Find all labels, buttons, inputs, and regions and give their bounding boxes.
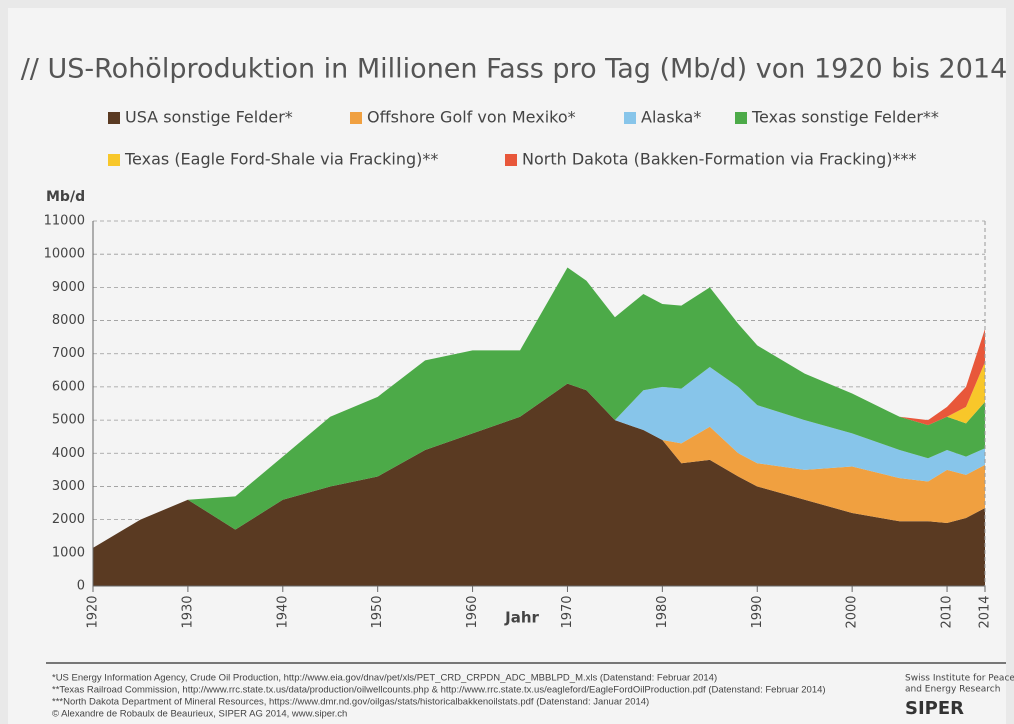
y-tick-label: 7000 <box>52 346 85 361</box>
footnote: ***North Dakota Department of Mineral Re… <box>52 697 649 708</box>
x-tick-label: 1950 <box>370 595 385 628</box>
legend-swatch <box>108 112 120 124</box>
footnote: *US Energy Information Agency, Crude Oil… <box>52 673 717 684</box>
x-tick-label: 2010 <box>940 595 955 628</box>
org-name: Swiss Institute for Peace <box>905 674 1014 684</box>
legend-swatch <box>108 154 120 166</box>
x-tick-label: 1990 <box>750 595 765 628</box>
y-tick-label: 6000 <box>52 379 85 394</box>
y-tick-label: 5000 <box>52 413 85 428</box>
legend-label: Texas (Eagle Ford-Shale via Fracking)** <box>124 150 438 169</box>
y-axis-label: Mb/d <box>46 189 85 205</box>
legend-label: Alaska* <box>641 108 701 127</box>
y-tick-label: 2000 <box>52 512 85 527</box>
x-tick-label: 1940 <box>275 595 290 628</box>
logo: SIPER <box>905 698 964 719</box>
chart-title: // US-Rohölproduktion in Millionen Fass … <box>21 54 1008 85</box>
legend-label: Offshore Golf von Mexiko* <box>367 108 576 127</box>
legend-label: Texas sonstige Felder** <box>751 108 939 127</box>
legend-swatch <box>624 112 636 124</box>
area <box>93 267 985 548</box>
x-tick-label: 2014 <box>978 595 993 628</box>
org-name: and Energy Research <box>905 685 1000 695</box>
y-tick-label: 8000 <box>52 313 85 328</box>
footnote: **Texas Railroad Commission, http://www.… <box>52 685 826 696</box>
area <box>93 383 985 586</box>
y-tick-label: 10000 <box>44 247 85 262</box>
x-tick-label: 1970 <box>560 595 575 628</box>
x-tick-label: 2000 <box>845 595 860 628</box>
legend-swatch <box>505 154 517 166</box>
legend-label: North Dakota (Bakken-Formation via Frack… <box>522 150 916 169</box>
x-axis-label: Jahr <box>504 609 539 627</box>
x-tick-label: 1960 <box>465 595 480 628</box>
footnote: © Alexandre de Robaulx de Beaurieux, SIP… <box>52 709 347 720</box>
legend-label: USA sonstige Felder* <box>125 108 293 127</box>
y-tick-label: 0 <box>77 579 85 594</box>
x-tick-label: 1980 <box>655 595 670 628</box>
y-tick-label: 9000 <box>52 280 85 295</box>
y-tick-label: 4000 <box>52 446 85 461</box>
legend-swatch <box>350 112 362 124</box>
x-tick-label: 1930 <box>180 595 195 628</box>
area <box>93 367 985 548</box>
x-tick-label: 1920 <box>86 595 101 628</box>
y-tick-label: 1000 <box>52 545 85 560</box>
y-tick-label: 3000 <box>52 479 85 494</box>
y-tick-label: 11000 <box>44 214 85 229</box>
legend-swatch <box>735 112 747 124</box>
